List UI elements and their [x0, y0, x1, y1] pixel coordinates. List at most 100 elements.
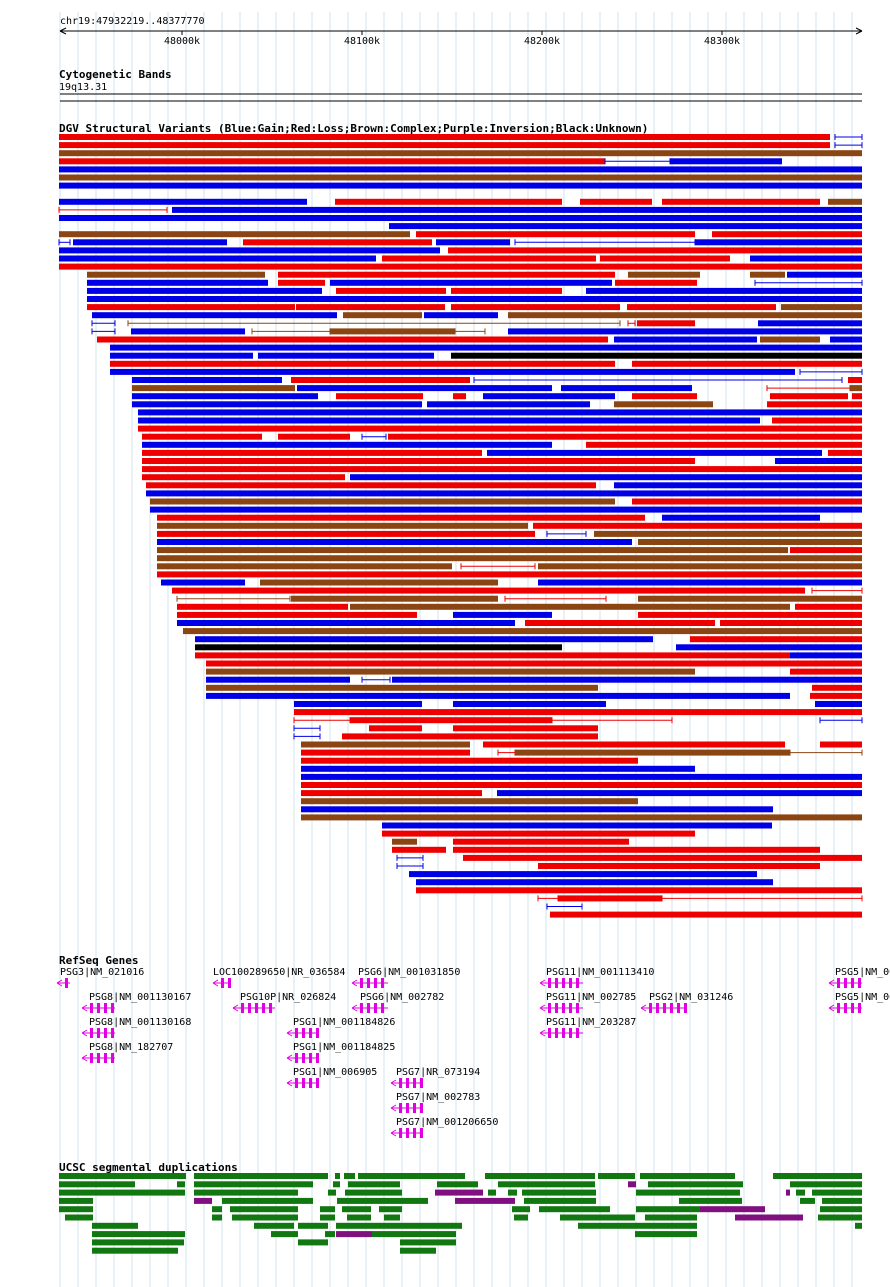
dgv-variant-bar[interactable] [291, 377, 470, 383]
dgv-variant-bar[interactable] [146, 482, 596, 489]
dgv-variant-bar[interactable] [243, 239, 432, 246]
dgv-variant-bar[interactable] [278, 279, 325, 286]
segdup-block[interactable] [773, 1173, 862, 1179]
dgv-variant-bar[interactable] [790, 547, 862, 554]
dgv-variant-bar[interactable] [73, 239, 227, 246]
dgv-variant-bar[interactable] [301, 765, 695, 772]
segdup-block[interactable] [384, 1214, 400, 1221]
dgv-variant-bar[interactable] [150, 506, 862, 513]
segdup-block[interactable] [271, 1231, 298, 1238]
dgv-variant-bar[interactable] [416, 879, 773, 886]
dgv-variant-bar[interactable] [142, 474, 345, 481]
dgv-variant-bar[interactable] [427, 401, 590, 408]
refseq-gene-label[interactable]: PSG10P|NR_026824 [240, 992, 336, 1003]
dgv-variant-bar[interactable] [750, 255, 862, 262]
dgv-variant-bar[interactable] [451, 352, 862, 359]
segdup-block[interactable] [488, 1189, 496, 1196]
segdup-block[interactable] [498, 1181, 595, 1188]
segdup-block[interactable] [212, 1206, 222, 1213]
segdup-block[interactable] [514, 1214, 528, 1221]
segdup-block[interactable] [435, 1189, 483, 1196]
segdup-block[interactable] [333, 1181, 340, 1188]
dgv-variant-bar[interactable] [350, 474, 862, 481]
dgv-variant-bar[interactable] [278, 271, 615, 278]
dgv-variant-bar[interactable] [453, 725, 598, 732]
dgv-variant-bar[interactable] [87, 304, 295, 311]
dgv-variant-bar[interactable] [150, 498, 615, 505]
dgv-variant-bar[interactable] [301, 798, 638, 805]
dgv-variant-bar[interactable] [369, 725, 422, 732]
dgv-variant-bar[interactable] [614, 336, 757, 343]
dgv-variant-bar[interactable] [342, 733, 598, 740]
dgv-variant-bar[interactable] [828, 198, 862, 205]
dgv-variant-bar[interactable] [59, 150, 862, 157]
dgv-variant-bar[interactable] [206, 692, 790, 699]
cytoband-bar[interactable] [60, 93, 862, 102]
dgv-variant-bar[interactable] [525, 620, 715, 626]
dgv-variant-bar[interactable] [614, 401, 713, 408]
dgv-variant-bar[interactable] [533, 522, 862, 529]
segdup-block[interactable] [298, 1222, 328, 1229]
segdup-block[interactable] [65, 1214, 93, 1221]
dgv-variant-bar[interactable] [815, 701, 862, 707]
segdup-block[interactable] [455, 1197, 515, 1204]
dgv-variant-bar[interactable] [142, 449, 482, 456]
dgv-variant-bar[interactable] [416, 231, 695, 238]
segdup-block[interactable] [59, 1181, 135, 1188]
dgv-variant-bar[interactable] [508, 328, 862, 335]
dgv-variant-bar[interactable] [87, 296, 862, 302]
segdup-block[interactable] [818, 1214, 862, 1221]
dgv-variant-bar[interactable] [138, 425, 862, 432]
dgv-variant-bar[interactable] [453, 701, 606, 707]
dgv-variant-bar[interactable] [538, 563, 862, 570]
dgv-variant-bar[interactable] [772, 417, 862, 424]
dgv-variant-bar[interactable] [712, 231, 862, 238]
dgv-variant-bar[interactable] [206, 676, 350, 683]
refseq-gene-label[interactable]: PSG7|NR_073194 [396, 1067, 480, 1078]
dgv-variant-bar[interactable] [451, 304, 620, 311]
dgv-variant-bar[interactable] [409, 871, 757, 878]
dgv-variant-bar[interactable] [301, 773, 862, 780]
dgv-variant-bar[interactable] [628, 271, 700, 278]
segdup-block[interactable] [522, 1189, 596, 1196]
dgv-variant-bar[interactable] [258, 352, 434, 359]
segdup-block[interactable] [635, 1222, 697, 1229]
refseq-genes-track[interactable]: PSG3|NM_021016 PSG8|NM_001130167 PSG8|NM_0… [56, 967, 890, 1138]
dgv-variant-bar[interactable] [392, 838, 417, 845]
dgv-variant-bar[interactable] [350, 717, 552, 724]
dgv-variant-bar[interactable] [157, 563, 452, 570]
segdup-block[interactable] [645, 1214, 697, 1221]
segdup-block[interactable] [512, 1206, 530, 1213]
dgv-variant-bar[interactable] [59, 198, 307, 205]
dgv-variant-bar[interactable] [87, 271, 265, 278]
segdup-block[interactable] [508, 1189, 517, 1196]
dgv-variant-bar[interactable] [695, 239, 862, 246]
segdup-block[interactable] [194, 1189, 298, 1196]
segdup-block[interactable] [336, 1222, 462, 1229]
segdup-track[interactable] [59, 1173, 862, 1254]
dgv-variant-bar[interactable] [195, 652, 790, 659]
dgv-variant-bar[interactable] [436, 239, 510, 246]
dgv-variant-bar[interactable] [291, 595, 498, 602]
segdup-block[interactable] [379, 1206, 402, 1213]
dgv-variant-bar[interactable] [59, 231, 410, 238]
segdup-block[interactable] [348, 1181, 400, 1188]
dgv-variant-bar[interactable] [336, 287, 446, 294]
refseq-gene-label[interactable]: PSG6|NM_002782 [360, 992, 444, 1003]
segdup-block[interactable] [790, 1181, 862, 1188]
dgv-variant-bar[interactable] [424, 312, 498, 319]
segdup-block[interactable] [194, 1173, 328, 1179]
dgv-variant-bar[interactable] [87, 279, 268, 286]
refseq-gene-label[interactable]: PSG11|NM_203287 [546, 1017, 636, 1028]
segdup-block[interactable] [222, 1197, 313, 1204]
refseq-gene-label[interactable]: PSG7|NM_002783 [396, 1092, 480, 1103]
dgv-variant-bar[interactable] [382, 255, 596, 262]
segdup-block[interactable] [437, 1181, 478, 1188]
segdup-block[interactable] [636, 1189, 740, 1196]
segdup-block[interactable] [194, 1197, 212, 1204]
dgv-variant-bar[interactable] [632, 498, 862, 505]
segdup-block[interactable] [177, 1181, 185, 1188]
segdup-block[interactable] [820, 1206, 862, 1213]
segdup-block[interactable] [92, 1239, 184, 1246]
dgv-variant-bar[interactable] [775, 458, 862, 464]
